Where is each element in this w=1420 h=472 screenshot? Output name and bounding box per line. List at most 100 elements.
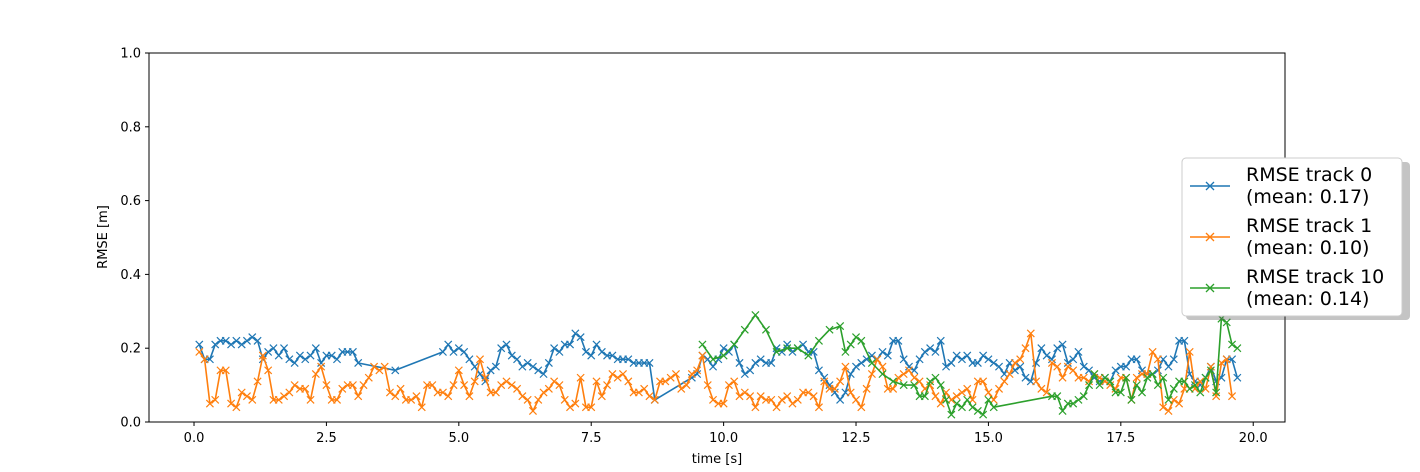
data-point <box>295 351 304 360</box>
data-point <box>571 399 580 408</box>
data-point <box>1037 344 1046 353</box>
data-point <box>846 370 855 379</box>
data-point <box>497 381 506 390</box>
data-point <box>513 384 522 393</box>
data-point <box>449 381 458 390</box>
data-point <box>507 351 516 360</box>
data-point <box>957 403 966 412</box>
data-point <box>936 399 945 408</box>
data-point <box>719 344 728 353</box>
data-point <box>544 358 553 367</box>
data-point <box>698 340 707 349</box>
data-point <box>1074 347 1083 356</box>
data-point <box>1069 399 1078 408</box>
data-point <box>481 373 490 382</box>
data-point <box>221 366 230 375</box>
data-point <box>703 381 712 390</box>
data-point <box>968 403 977 412</box>
data-point <box>841 347 850 356</box>
data-point <box>687 370 696 379</box>
data-point <box>227 340 236 349</box>
data-point <box>920 347 929 356</box>
data-point <box>555 381 564 390</box>
data-point <box>910 373 919 382</box>
data-point <box>253 377 262 386</box>
data-point <box>634 388 643 397</box>
data-point <box>311 344 320 353</box>
data-point <box>783 344 792 353</box>
data-point <box>836 322 845 331</box>
data-point <box>661 377 670 386</box>
data-point <box>979 377 988 386</box>
data-point <box>1058 406 1067 415</box>
data-point <box>1153 381 1162 390</box>
data-point <box>793 344 802 353</box>
data-point <box>942 362 951 371</box>
data-point <box>926 377 935 386</box>
data-point <box>936 336 945 345</box>
legend-mean: (mean: 0.10) <box>1246 237 1369 259</box>
data-point <box>608 351 617 360</box>
data-point <box>1212 392 1221 401</box>
data-point <box>306 351 315 360</box>
data-point <box>518 362 527 371</box>
data-point <box>825 381 834 390</box>
data-point <box>608 370 617 379</box>
data-point <box>211 395 220 404</box>
data-point <box>1042 351 1051 360</box>
data-point <box>1016 362 1025 371</box>
data-point <box>242 336 252 345</box>
data-point <box>878 347 887 356</box>
data-point <box>989 358 998 367</box>
data-point <box>963 351 972 360</box>
data-point <box>1132 381 1141 390</box>
data-point <box>979 410 988 419</box>
data-point <box>809 392 818 401</box>
data-point <box>200 355 209 364</box>
x-tick-label: 2.5 <box>316 431 337 446</box>
data-point <box>1148 347 1157 356</box>
data-point <box>1042 388 1051 397</box>
data-point <box>1132 355 1141 364</box>
data-point <box>301 384 310 393</box>
data-point <box>1164 406 1173 415</box>
data-point <box>820 373 829 382</box>
data-point <box>1201 373 1210 382</box>
data-point <box>645 358 654 367</box>
data-point <box>709 395 718 404</box>
data-point <box>899 381 908 390</box>
data-point <box>454 366 463 375</box>
data-point <box>528 406 537 415</box>
data-point <box>1175 399 1184 408</box>
data-point <box>1153 366 1162 375</box>
data-point <box>724 347 733 356</box>
data-point <box>989 403 998 412</box>
data-point <box>258 351 267 360</box>
data-point <box>576 373 585 382</box>
data-point <box>555 347 564 356</box>
data-point <box>1106 377 1115 386</box>
data-point <box>979 351 988 360</box>
data-point <box>613 373 622 382</box>
data-point <box>814 403 823 412</box>
data-point <box>624 377 633 386</box>
data-point <box>1000 377 1009 386</box>
data-point <box>576 333 585 342</box>
data-point <box>264 366 273 375</box>
data-point <box>904 362 914 371</box>
x-tick-label: 0.0 <box>184 431 205 446</box>
data-point <box>1037 384 1046 393</box>
data-point <box>693 366 702 375</box>
data-point <box>698 351 707 360</box>
data-point <box>317 358 326 367</box>
data-point <box>460 381 469 390</box>
x-axis: 0.0 2.5 5.0 7.5 10.0 12.5 15.0 17.5 20.0 <box>184 422 1268 446</box>
data-point <box>465 355 474 364</box>
data-point <box>1010 358 1019 367</box>
y-tick-label: 0.6 <box>120 194 141 209</box>
data-point <box>1185 347 1194 356</box>
y-tick-label: 1.0 <box>120 47 141 62</box>
data-point <box>730 340 739 349</box>
data-point <box>1090 370 1099 379</box>
data-point <box>772 347 781 356</box>
